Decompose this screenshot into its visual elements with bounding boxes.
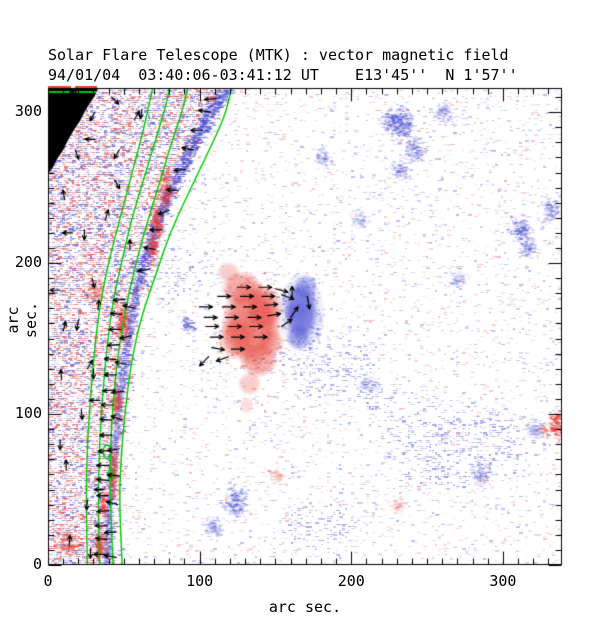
x-tick-label: 100 bbox=[186, 572, 214, 590]
x-tick-label: 300 bbox=[489, 572, 517, 590]
x-axis-label: arc sec. bbox=[268, 598, 342, 616]
y-tick-label: 0 bbox=[32, 555, 42, 573]
x-tick-label: 0 bbox=[43, 572, 53, 590]
y-tick-label: 200 bbox=[14, 253, 42, 272]
y-tick-label: 300 bbox=[14, 102, 42, 121]
y-tick-label: 100 bbox=[14, 404, 42, 423]
x-tick-label: 200 bbox=[337, 572, 365, 590]
y-axis-label: arc sec. bbox=[4, 301, 40, 339]
plot-title: Solar Flare Telescope (MTK) : vector mag… bbox=[48, 46, 509, 64]
plot-subtitle: 94/01/04 03:40:06-03:41:12 UT E13'45'' N… bbox=[48, 66, 518, 84]
